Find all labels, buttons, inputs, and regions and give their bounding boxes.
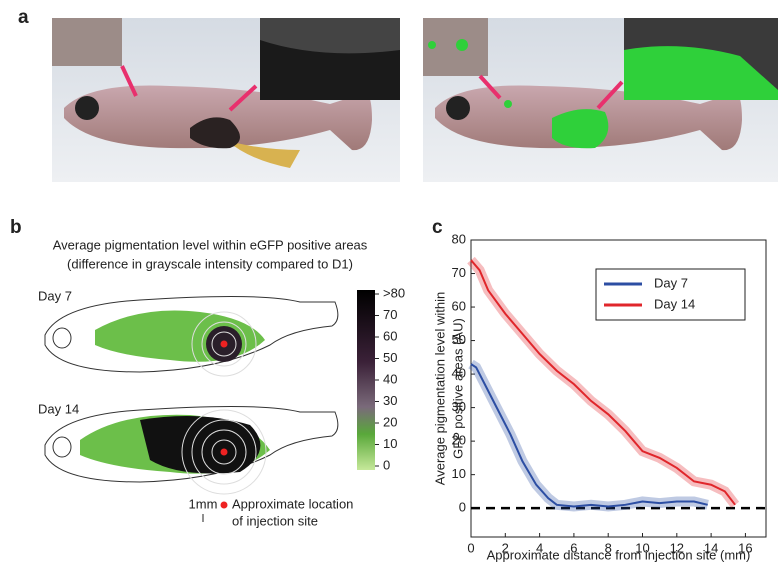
y-tick-label: 50: [452, 332, 466, 347]
colorbar-label: 60: [383, 328, 397, 343]
plot-frame: [470, 239, 767, 538]
colorbar-label: >80: [383, 285, 405, 300]
colorbar-label: 70: [383, 307, 397, 322]
legend-label: Day 7: [654, 275, 688, 290]
y-tick-label: 10: [452, 466, 466, 481]
colorbar: [357, 290, 375, 470]
day-label: Day 7: [38, 288, 72, 303]
x-tick-label: 16: [738, 540, 752, 555]
colorbar-label: 20: [383, 414, 397, 429]
x-tick-label: 6: [570, 540, 577, 555]
x-tick-label: 4: [536, 540, 543, 555]
y-tick-label: 70: [452, 265, 466, 280]
legend-dot: [220, 501, 228, 509]
colorbar-label: 0: [383, 457, 390, 472]
scale-label: 1mm: [189, 496, 218, 511]
y-tick-label: 80: [452, 231, 466, 246]
colorbar-label: 10: [383, 436, 397, 451]
colorbar-label: 30: [383, 393, 397, 408]
x-tick-label: 12: [670, 540, 684, 555]
legend-text: of injection site: [232, 513, 318, 528]
x-tick-label: 2: [502, 540, 509, 555]
map-day7: [44, 295, 339, 377]
colorbar-label: 50: [383, 350, 397, 365]
series-band: [468, 359, 709, 512]
x-tick-label: 14: [704, 540, 718, 555]
y-tick-label: 0: [459, 500, 466, 515]
colorbar-label: 40: [383, 371, 397, 386]
x-tick-label: 8: [605, 540, 612, 555]
x-axis-label: Approximate distance from injection site…: [487, 547, 751, 562]
panel-label: b: [10, 217, 22, 238]
panel-label: c: [432, 217, 443, 238]
series-line: [470, 363, 708, 508]
legend-text: Approximate location: [232, 496, 353, 511]
y-tick-label: 20: [452, 433, 466, 448]
series-line: [470, 259, 736, 506]
legend-box: [595, 268, 746, 321]
line-chart: 0 10 20 30 40 50 60 70 80 0 2 4 6 8 10 12 14 16 Day 7 Day 1…: [432, 231, 767, 562]
map-day14: [44, 405, 339, 495]
panel-label: a: [18, 7, 29, 28]
colorbar-ticks: >80 70 60 50 40 30 20 10 0: [375, 285, 405, 472]
day-label: Day 14: [38, 401, 79, 416]
x-tick-label: 10: [635, 540, 649, 555]
x-tick-label: 0: [467, 540, 474, 555]
legend-label: Day 14: [654, 296, 695, 311]
y-tick-label: 30: [452, 399, 466, 414]
y-tick-label: 40: [452, 366, 466, 381]
photo-left: [52, 18, 400, 182]
y-tick-label: 60: [452, 298, 466, 313]
y-axis-label: GFP positive areas (AU): [450, 318, 465, 459]
y-axis-label: Average pigmentation level within: [432, 292, 447, 485]
map-title: Average pigmentation level within eGFP p…: [53, 237, 368, 252]
map-title: (difference in grayscale intensity compa…: [67, 256, 353, 271]
photo-right: [423, 18, 778, 182]
